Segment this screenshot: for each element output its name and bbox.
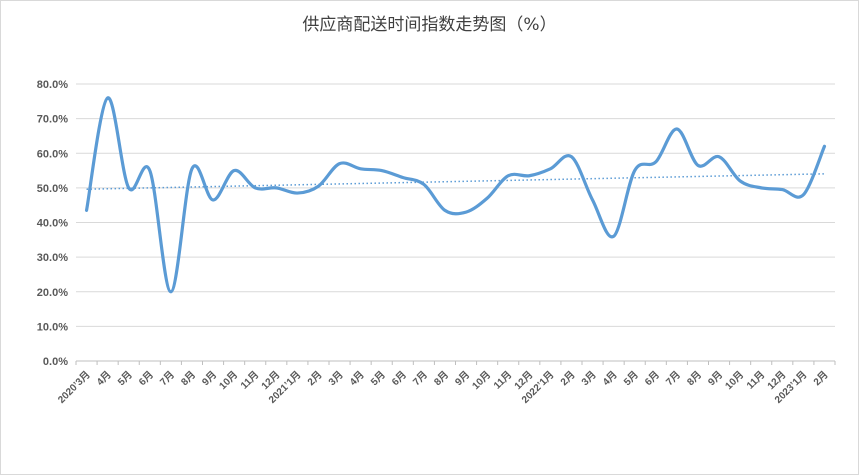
- x-tick-label: 9月: [453, 369, 472, 388]
- y-tick-label: 0.0%: [43, 356, 68, 368]
- y-tick-label: 60.0%: [37, 148, 68, 160]
- series-line: [84, 96, 827, 294]
- x-tick-label: 4月: [347, 369, 366, 388]
- x-tick-label: 8月: [179, 369, 198, 388]
- y-tick-label: 50.0%: [37, 183, 68, 195]
- x-tick-label: 4月: [94, 369, 113, 388]
- x-tick-label: 10月: [723, 369, 746, 392]
- x-tick-label: 11月: [491, 369, 514, 392]
- y-tick-label: 30.0%: [37, 252, 68, 264]
- x-tick-label: 2月: [305, 369, 324, 388]
- x-tick-label: 10月: [470, 369, 493, 392]
- y-tick-label: 10.0%: [37, 321, 68, 333]
- plot-area: [84, 96, 827, 294]
- x-tick-label: 4月: [600, 369, 619, 388]
- y-axis: 0.0% 10.0% 20.0% 30.0% 40.0% 50.0% 60.0% 70.0% 8…: [37, 79, 68, 368]
- x-tick-label: 3月: [326, 369, 345, 388]
- x-tick-label: 10月: [217, 369, 240, 392]
- x-tick-label: 6月: [136, 369, 155, 388]
- x-tick-label: 7月: [158, 369, 177, 388]
- x-tick-label: 2020’3月: [55, 369, 92, 406]
- x-tick-label: 5月: [621, 369, 640, 388]
- x-tick-label: 2月: [811, 369, 830, 388]
- y-tick-label: 70.0%: [37, 114, 68, 126]
- trendline: [86, 173, 825, 190]
- x-tick-label: 11月: [238, 369, 261, 392]
- x-tick-label: 2月: [558, 369, 577, 388]
- y-tick-label: 80.0%: [37, 79, 68, 91]
- y-tick-label: 20.0%: [37, 287, 68, 299]
- gridlines: [76, 83, 835, 362]
- x-tick-label: 5月: [115, 369, 134, 388]
- x-tick-label: 9月: [706, 369, 725, 388]
- chart-title: 供应商配送时间指数走势图（%）: [302, 15, 557, 35]
- y-tick-label: 40.0%: [37, 218, 68, 230]
- x-tick-label: 7月: [411, 369, 430, 388]
- x-tick-label: 11月: [744, 369, 767, 392]
- x-tick-label: 8月: [432, 369, 451, 388]
- x-tick-label: 6月: [389, 369, 408, 388]
- x-tick-label: 6月: [642, 369, 661, 388]
- x-tick-label: 5月: [368, 369, 387, 388]
- x-tick-label: 7月: [664, 369, 683, 388]
- x-tick-label: 3月: [579, 369, 598, 388]
- x-tick-label: 8月: [685, 369, 704, 388]
- x-tick-label: 9月: [200, 369, 219, 388]
